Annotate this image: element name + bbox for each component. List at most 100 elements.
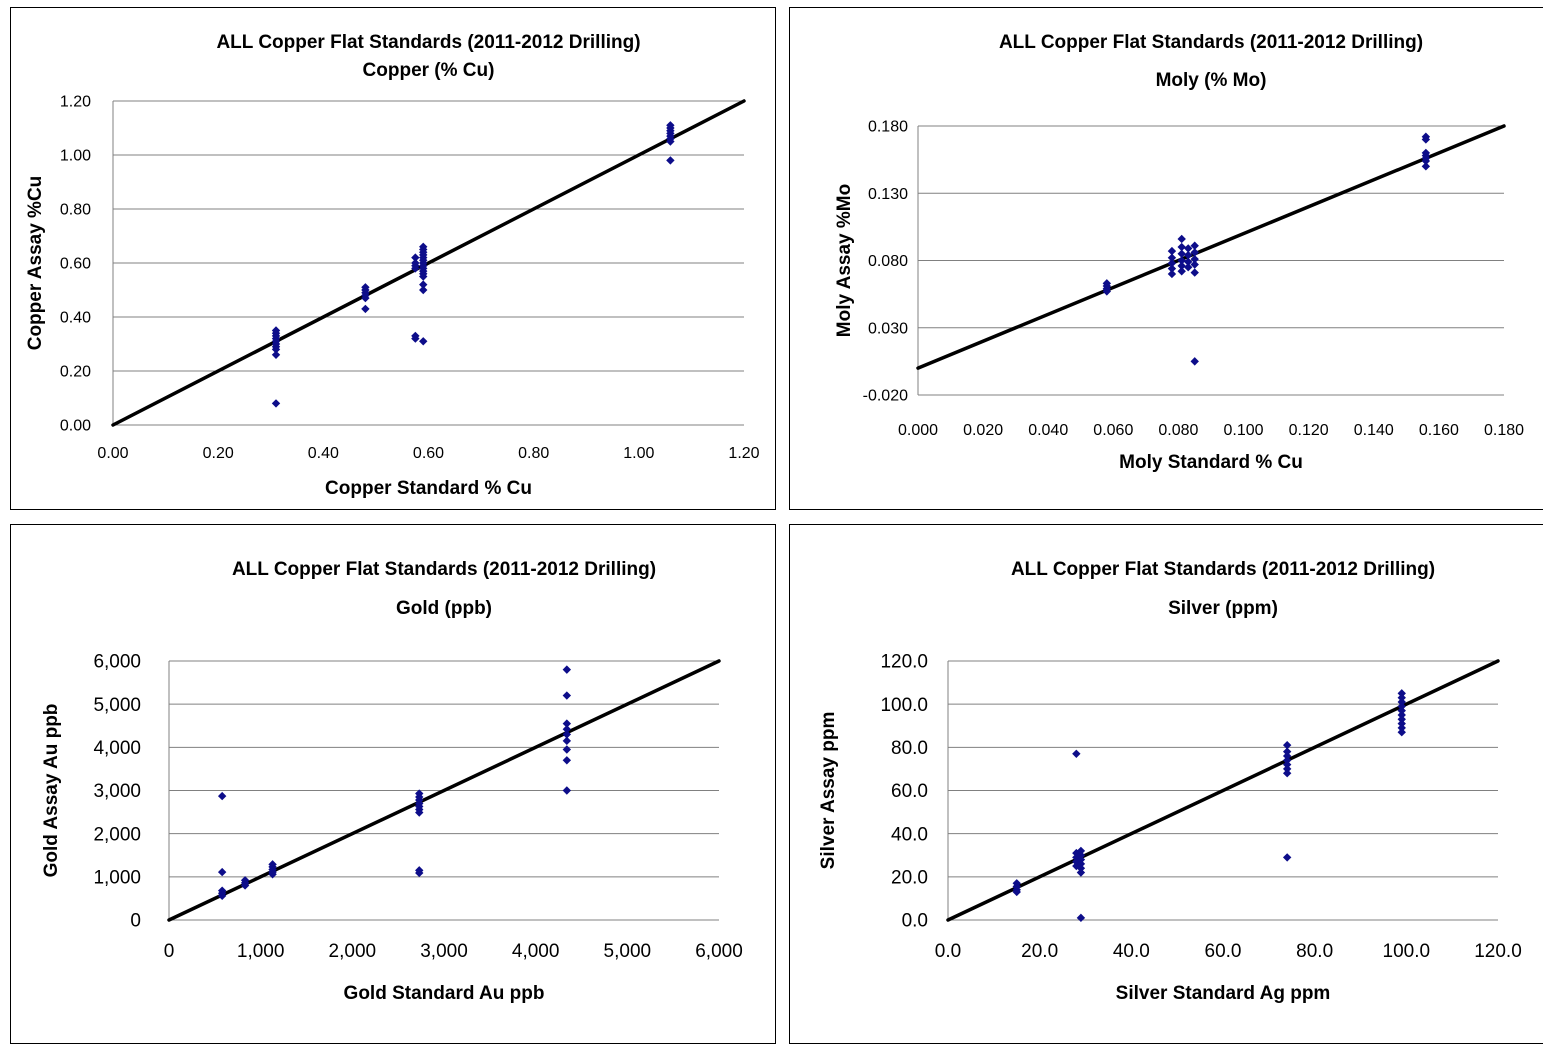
data-point [562,691,572,700]
x-tick-label: 0.100 [1224,422,1264,439]
data-point [562,786,572,795]
y-tick-label: 2,000 [93,824,141,845]
reference-line [167,659,721,922]
y-tick-label: 0.030 [868,320,908,337]
chart-panel-gold: ALL Copper Flat Standards (2011-2012 Dri… [10,524,776,1044]
y-axis-title: Silver Assay ppm [818,712,839,870]
y-tick-label: 0.0 [902,911,928,932]
data-point [562,756,572,765]
x-tick-label: 0.000 [898,422,938,439]
x-tick-label: 0.140 [1354,422,1394,439]
chart-panel-silver: ALL Copper Flat Standards (2011-2012 Dri… [789,524,1543,1044]
y-tick-label: 0.130 [868,186,908,203]
y-tick-label: 3,000 [93,781,141,802]
data-point [562,665,572,674]
x-tick-label: 1.20 [728,445,759,462]
chart-title: ALL Copper Flat Standards (2011-2012 Dri… [999,32,1423,53]
data-point [1167,269,1177,279]
x-tick-label: 1.00 [623,445,654,462]
reference-line [916,124,1506,370]
reference-line [946,659,1500,922]
data-point [411,253,420,262]
data-point [1421,162,1431,171]
x-tick-label: 5,000 [604,941,652,962]
y-tick-label: 120.0 [880,652,928,673]
chart-svg: ALL Copper Flat Standards (2011-2012 Dri… [834,32,1524,473]
y-tick-label: 1.00 [60,148,91,165]
chart-title: ALL Copper Flat Standards (2011-2012 Dri… [216,32,640,53]
data-point [1421,156,1431,166]
y-tick-label: -0.020 [863,388,908,405]
x-tick-label: 0.40 [308,445,339,462]
data-point [419,280,428,289]
data-point [1397,689,1406,698]
data-point [415,868,424,878]
chart-svg: ALL Copper Flat Standards (2011-2012 Dri… [818,559,1522,1004]
data-point [415,808,424,817]
data-point [666,137,675,146]
y-tick-label: 5,000 [93,695,141,716]
data-point [1167,246,1177,256]
x-tick-label: 120.0 [1474,941,1522,962]
data-point [271,350,281,359]
y-tick-label: 0.40 [60,310,91,327]
x-tick-label: 0.00 [97,445,128,462]
data-point [1397,723,1406,733]
data-point [1397,719,1406,728]
data-point [271,345,281,354]
y-axis-title: Copper Assay %Cu [25,176,46,351]
data-point [1167,258,1177,268]
chart-subtitle: Silver (ppm) [1168,598,1278,619]
x-tick-label: 40.0 [1113,941,1150,962]
data-point [1072,749,1081,759]
y-tick-label: 0 [130,911,141,932]
y-tick-label: 0.60 [60,256,91,273]
data-point [1397,697,1406,707]
x-tick-label: 60.0 [1205,941,1242,962]
y-tick-label: 60.0 [891,781,928,802]
x-tick-label: 2,000 [329,941,377,962]
chart-panel-moly: ALL Copper Flat Standards (2011-2012 Dri… [789,7,1543,510]
data-point [1282,751,1292,761]
data-point [1012,887,1021,897]
y-tick-label: 4,000 [93,738,141,759]
y-tick-label: 40.0 [891,824,928,845]
chart-title: ALL Copper Flat Standards (2011-2012 Dri… [1011,559,1435,580]
chart-panel-copper: ALL Copper Flat Standards (2011-2012 Dri… [10,7,776,510]
y-axis-title: Gold Assay Au ppb [41,704,62,878]
data-point [1167,264,1177,273]
data-point [1190,357,1199,366]
x-tick-label: 0 [164,941,175,962]
x-tick-label: 0.020 [963,422,1003,439]
data-point [1177,267,1186,276]
data-point [217,867,227,877]
data-point [562,736,572,746]
x-tick-label: 0.180 [1484,422,1524,439]
data-point [562,719,572,728]
y-tick-label: 0.80 [60,202,91,219]
data-point [1421,135,1431,144]
y-tick-label: 0.180 [868,119,908,136]
data-point [419,285,428,295]
y-axis-title: Moly Assay %Mo [834,184,855,337]
y-tick-label: 0.00 [60,418,91,435]
data-point [411,264,420,273]
x-tick-label: 1,000 [237,941,285,962]
x-tick-label: 20.0 [1021,941,1058,962]
data-point [217,791,227,801]
x-tick-label: 0.120 [1289,422,1329,439]
x-tick-label: 100.0 [1383,941,1431,962]
data-point [271,399,281,408]
x-tick-label: 4,000 [512,941,560,962]
y-tick-label: 80.0 [891,738,928,759]
chart-subtitle: Copper (% Cu) [363,60,495,81]
y-tick-label: 1,000 [93,867,141,888]
x-tick-label: 0.60 [413,445,444,462]
reference-line [111,99,746,427]
data-point [217,891,227,901]
chart-svg: ALL Copper Flat Standards (2011-2012 Dri… [41,559,743,1004]
y-tick-label: 0.20 [60,364,91,381]
x-tick-label: 0.20 [203,445,234,462]
data-point [666,156,675,165]
data-point [1177,234,1186,244]
